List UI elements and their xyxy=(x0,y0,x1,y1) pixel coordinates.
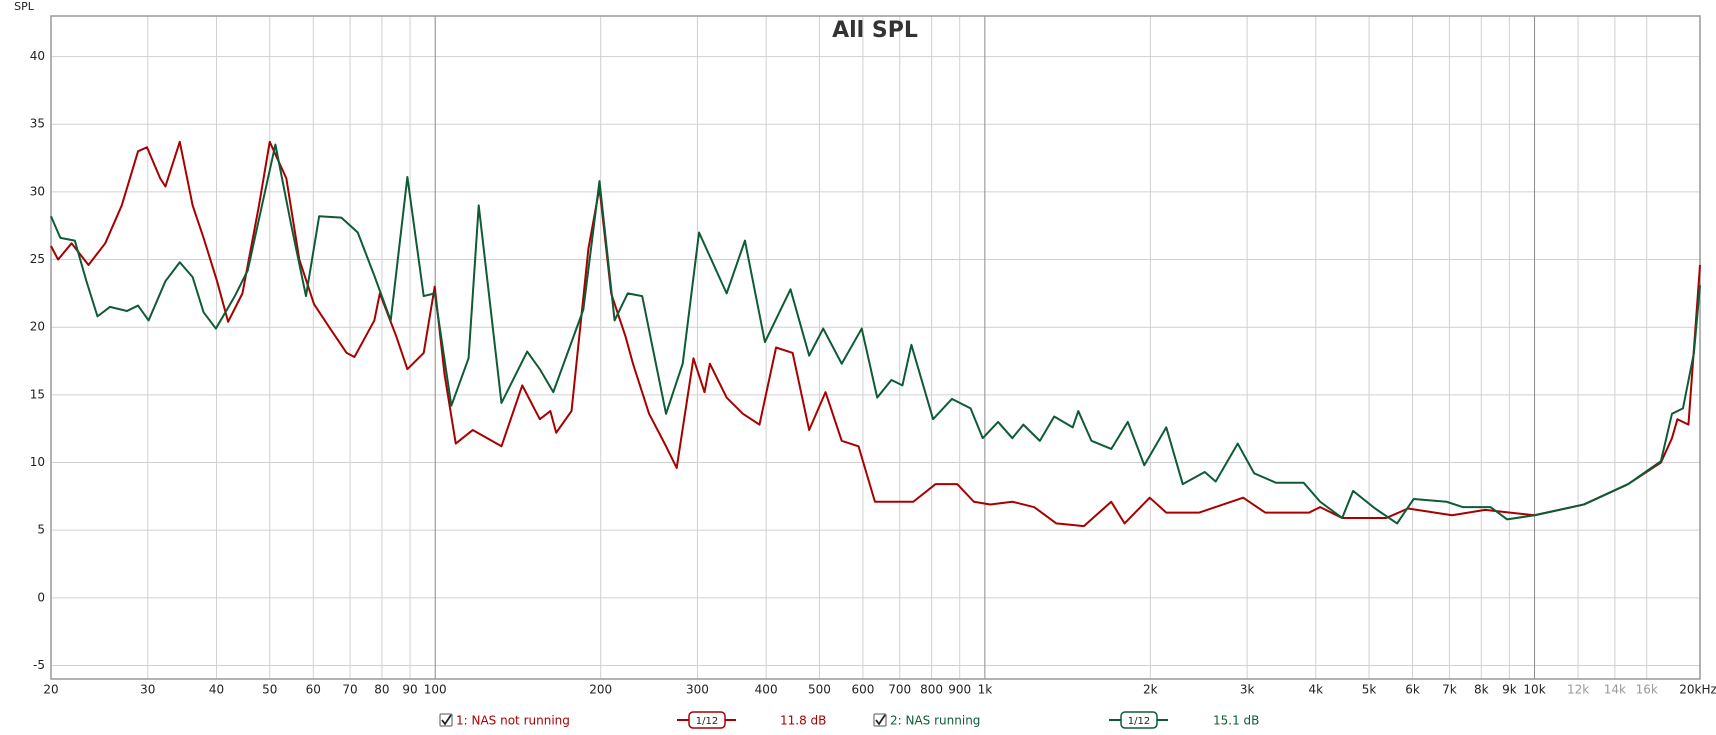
x-tick-label: 10k xyxy=(1523,683,1545,697)
x-tick-label: 100 xyxy=(424,683,447,697)
series-line xyxy=(50,140,1701,528)
legend-level: 15.1 dB xyxy=(1213,714,1259,728)
x-tick-label: 90 xyxy=(402,683,417,697)
legend: 1: NAS not running 1/12 11.8 dB 2: NAS runn… xyxy=(439,711,1259,729)
legend-level: 11.8 dB xyxy=(780,714,826,728)
x-tick-label: 40 xyxy=(209,683,224,697)
x-tick-label: 700 xyxy=(888,683,911,697)
smoothing-label: 1/12 xyxy=(1128,716,1150,727)
x-tick-label: 500 xyxy=(808,683,831,697)
x-tick-label: 60 xyxy=(306,683,321,697)
x-tick-label: 70 xyxy=(342,683,357,697)
legend-label: 2: NAS running xyxy=(890,714,980,728)
smoothing-label: 1/12 xyxy=(696,716,718,727)
y-tick-label: 10 xyxy=(30,455,45,469)
y-axis-label: SPL xyxy=(14,0,35,13)
y-tick-label: 5 xyxy=(37,523,45,537)
legend-check xyxy=(875,714,886,726)
y-tick-label: 0 xyxy=(37,590,45,604)
x-tick-label: 2k xyxy=(1143,683,1158,697)
legend-label: 1: NAS not running xyxy=(456,714,570,728)
x-tick-label: 4k xyxy=(1309,683,1324,697)
x-tick-label: 50 xyxy=(262,683,277,697)
smoothing-badge[interactable] xyxy=(1120,711,1158,729)
series-line xyxy=(50,143,1701,525)
x-tick-label: 1k xyxy=(978,683,993,697)
y-tick-label: 40 xyxy=(30,49,45,63)
y-tick-label: 30 xyxy=(30,184,45,198)
x-tick-label: 300 xyxy=(686,683,709,697)
x-tick-label: 600 xyxy=(851,683,874,697)
legend-check xyxy=(441,714,452,726)
x-tick-label: 7k xyxy=(1442,683,1457,697)
lines xyxy=(50,140,1701,528)
x-tick-label: 16k xyxy=(1636,683,1658,697)
x-tick-label: 9k xyxy=(1502,683,1517,697)
y-tick-label: 20 xyxy=(30,320,45,334)
x-tick-label: 800 xyxy=(920,683,943,697)
x-tick-label: 14k xyxy=(1604,683,1626,697)
x-tick-label: 20kHz xyxy=(1679,683,1716,697)
x-tick-label: 8k xyxy=(1474,683,1489,697)
x-tick-label: 5k xyxy=(1362,683,1377,697)
x-tick-label: 6k xyxy=(1405,683,1420,697)
x-tick-label: 80 xyxy=(374,683,389,697)
chart-title: All SPL xyxy=(832,18,918,43)
y-tick-label: 15 xyxy=(30,387,45,401)
x-tick-label: 900 xyxy=(948,683,971,697)
x-tick-label: 20 xyxy=(43,683,58,697)
x-tick-label: 400 xyxy=(755,683,778,697)
y-tick-label: 35 xyxy=(30,117,45,131)
x-tick-label: 3k xyxy=(1240,683,1255,697)
y-tick-label: -5 xyxy=(33,658,45,672)
grid xyxy=(50,16,1701,679)
y-tick-label: 25 xyxy=(30,252,45,266)
smoothing-badge[interactable] xyxy=(688,711,726,729)
x-tick-label: 200 xyxy=(589,683,612,697)
plot-frame xyxy=(50,15,1701,680)
x-tick-label: 12k xyxy=(1567,683,1589,697)
x-tick-label: 30 xyxy=(140,683,155,697)
